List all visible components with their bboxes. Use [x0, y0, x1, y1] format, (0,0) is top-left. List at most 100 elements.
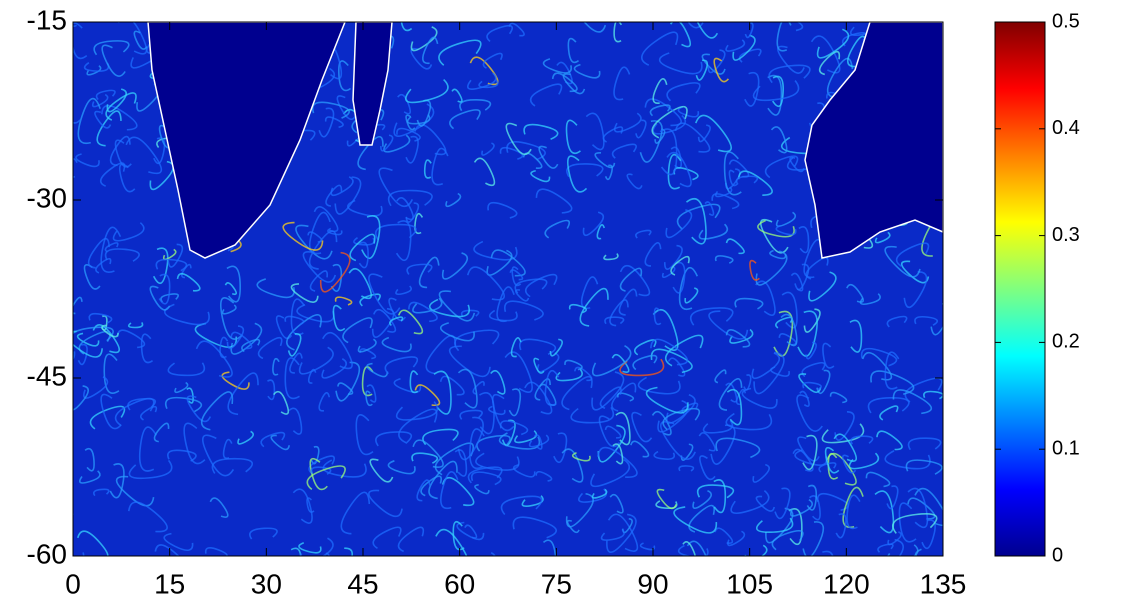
filament — [445, 192, 462, 208]
filament — [292, 488, 313, 524]
filament — [921, 519, 936, 550]
filament — [249, 527, 278, 540]
filament — [387, 189, 433, 207]
filament — [405, 202, 420, 223]
filament — [101, 104, 138, 131]
filament — [677, 544, 709, 556]
filament — [598, 415, 621, 448]
filament — [84, 447, 95, 472]
filament — [104, 242, 119, 253]
filament — [650, 348, 693, 374]
filament — [776, 22, 792, 52]
filament — [94, 110, 112, 129]
filament — [533, 357, 545, 374]
filament — [73, 22, 88, 60]
filament — [440, 471, 459, 510]
filament — [633, 339, 657, 356]
filament — [456, 521, 485, 541]
filament — [416, 99, 432, 127]
filament — [393, 377, 422, 394]
filament — [221, 371, 250, 390]
filament — [101, 324, 119, 338]
filament — [128, 459, 173, 480]
filament — [488, 405, 506, 416]
filament — [652, 114, 687, 135]
filament — [666, 82, 701, 102]
filament — [336, 95, 357, 121]
filament — [639, 542, 656, 551]
filament — [798, 373, 822, 394]
filament — [112, 222, 145, 242]
colorbar-tick-label: 0.3 — [1052, 224, 1080, 246]
filament — [886, 315, 908, 328]
filament — [154, 544, 180, 556]
filament — [152, 247, 169, 285]
filament — [490, 369, 506, 395]
filament — [618, 288, 638, 316]
filament — [846, 283, 864, 303]
filament — [667, 153, 682, 190]
filament — [482, 52, 503, 69]
filament — [272, 357, 280, 376]
filament — [466, 266, 506, 301]
filament — [806, 484, 818, 511]
filament — [755, 280, 776, 316]
filament — [737, 170, 773, 196]
filament — [850, 435, 874, 445]
filament — [125, 136, 163, 175]
filament — [544, 219, 571, 239]
filament — [334, 176, 362, 215]
filament — [664, 334, 704, 367]
filament — [287, 332, 302, 357]
filament — [714, 527, 734, 544]
filament — [167, 449, 197, 462]
filament — [644, 241, 662, 267]
filament — [330, 263, 343, 292]
filament — [380, 134, 394, 152]
filament — [535, 471, 553, 482]
filament — [158, 273, 171, 305]
filament — [93, 40, 130, 56]
filament — [822, 342, 835, 369]
filament — [805, 257, 829, 280]
filament — [395, 401, 439, 421]
filament — [163, 532, 194, 551]
filament — [777, 45, 805, 74]
y-tick-label: -30 — [27, 182, 67, 213]
filament — [794, 263, 810, 291]
filament — [702, 419, 734, 434]
filament — [397, 526, 425, 553]
filament — [780, 313, 798, 347]
filament — [606, 513, 637, 553]
filament — [678, 266, 699, 310]
filament — [867, 397, 910, 414]
y-tick-label: -15 — [27, 4, 67, 35]
filament — [821, 423, 865, 444]
x-tick-label: 30 — [251, 568, 282, 599]
filament — [661, 265, 676, 279]
filament — [734, 297, 764, 310]
filament — [619, 267, 643, 292]
filament — [735, 175, 759, 185]
filament — [369, 458, 394, 483]
filament — [612, 443, 624, 465]
filament — [846, 494, 861, 530]
filament — [428, 298, 470, 318]
filament — [89, 405, 126, 430]
filament — [698, 223, 729, 240]
filament — [860, 347, 898, 367]
filament — [344, 547, 353, 556]
filament — [652, 78, 668, 104]
filament — [816, 28, 850, 59]
filament — [561, 448, 584, 483]
filament — [139, 405, 158, 421]
filament — [597, 424, 626, 463]
filament — [776, 22, 804, 32]
filament — [895, 242, 930, 267]
filament — [707, 49, 726, 74]
filament — [549, 338, 563, 357]
filament — [886, 485, 899, 510]
filament — [308, 455, 335, 475]
filament — [410, 47, 433, 70]
